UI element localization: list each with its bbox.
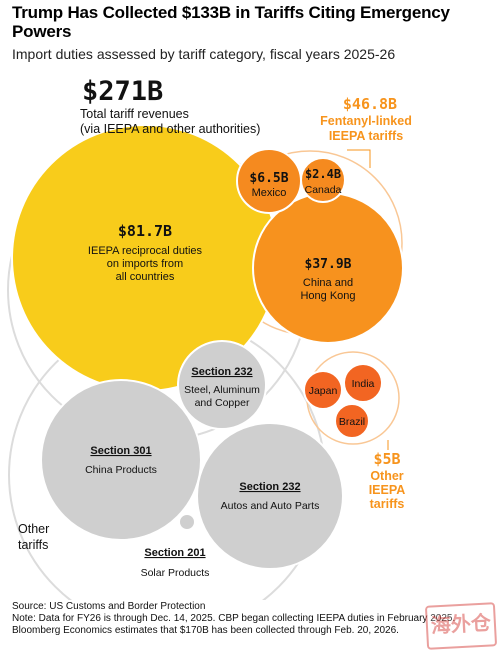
- ieepa-reciprocal-label-line-1: IEEPA reciprocal duties: [88, 245, 203, 257]
- other-ieepa-label-line-3: tariffs: [370, 497, 405, 511]
- ieepa-reciprocal-value-label: $81.7B: [118, 222, 172, 240]
- sec232-autos-label-line-1: Autos and Auto Parts: [221, 500, 320, 512]
- india-label-line-1: India: [352, 378, 375, 390]
- source-note: Source: US Customs and Border Protection: [12, 601, 206, 612]
- watermark-stamp: 海外仓: [424, 602, 498, 650]
- chart-title: Trump Has Collected $133B in Tariffs Cit…: [12, 3, 450, 41]
- estimate-note: Bloomberg Economics estimates that $170B…: [12, 625, 399, 636]
- chart-subtitle: Import duties assessed by tariff categor…: [12, 46, 396, 62]
- fentanyl-leader-line: [347, 149, 371, 168]
- brazil-label-line-1: Brazil: [339, 416, 365, 428]
- ieepa-reciprocal-label-line-2: on imports from: [107, 258, 183, 270]
- china-hk-label-line-1: China and: [303, 277, 353, 289]
- sec232-autos-bubble: [196, 422, 344, 570]
- sec232-steel-bubble: [177, 340, 267, 430]
- other-tariffs-label-line-2: tariffs: [18, 538, 48, 552]
- sec301-china-heading: Section 301: [90, 445, 151, 457]
- sec232-steel-label-line-1: Steel, Aluminum: [184, 384, 260, 396]
- data-note: Note: Data for FY26 is through Dec. 14, …: [12, 613, 456, 624]
- brazil-bubble: [334, 403, 370, 439]
- total-label-line-1: Total tariff revenues: [80, 107, 189, 121]
- fentanyl-value-label: $46.8B: [343, 95, 397, 113]
- china-hk-label-line-2: Hong Kong: [300, 290, 355, 302]
- japan-label-line-1: Japan: [309, 385, 338, 397]
- other-tariffs-label-line-1: Other: [18, 522, 49, 536]
- canada-value-label: $2.4B: [305, 167, 341, 181]
- sec301-china-bubble: [40, 379, 202, 541]
- japan-bubble: [303, 370, 343, 410]
- other-ieepa-label-line-2: IEEPA: [369, 483, 406, 497]
- mexico-value-label: $6.5B: [249, 171, 288, 186]
- sec232-steel-label-line-2: and Copper: [195, 397, 250, 409]
- canada-bubble: [300, 157, 346, 203]
- china-hk-value-label: $37.9B: [305, 257, 352, 272]
- fentanyl-label-line-1: Fentanyl-linked: [320, 114, 412, 128]
- other-ieepa-label-line-1: Other: [370, 469, 403, 483]
- fentanyl-label-line-2: IEEPA tariffs: [329, 129, 403, 143]
- total-label-line-2: (via IEEPA and other authorities): [80, 122, 260, 136]
- other-ieepa-value-label: $5B: [373, 450, 400, 468]
- sec301-china-label-line-1: China Products: [85, 464, 157, 476]
- canada-label-line-1: Canada: [305, 184, 342, 196]
- total-value-label: $271B: [82, 76, 163, 107]
- sec201-solar-heading: Section 201: [144, 547, 205, 559]
- chart-footer: Source: US Customs and Border Protection…: [12, 601, 488, 637]
- sec232-autos-heading: Section 232: [239, 481, 300, 493]
- sec201-solar-bubble: [178, 513, 196, 531]
- india-bubble: [343, 363, 383, 403]
- ieepa-reciprocal-label-line-3: all countries: [116, 271, 175, 283]
- mexico-label-line-1: Mexico: [252, 187, 287, 199]
- sec232-steel-heading: Section 232: [191, 366, 252, 378]
- sec201-solar-label-line-1: Solar Products: [141, 567, 210, 579]
